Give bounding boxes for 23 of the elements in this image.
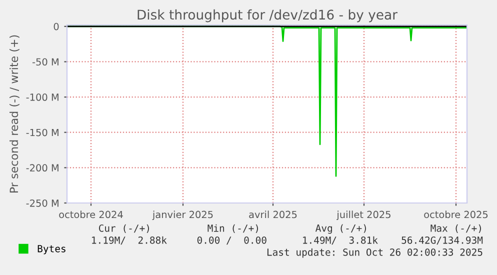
x-tick-label: juillet 2025	[336, 210, 390, 220]
x-tick-label: octobre 2024	[59, 210, 123, 218]
y-tick-label: -50 M	[32, 58, 58, 66]
text: Cur (-/+)	[98, 224, 149, 233]
y-tick-label: -200 M	[26, 164, 58, 172]
chart-title: Disk throughput for /dev/zd16 - by year	[138, 9, 398, 22]
text: 1.19M/ 2.88k	[92, 236, 167, 245]
x-tick-label: octobre 2025	[424, 210, 488, 218]
text: Last update: Sun Oct 26 02:00:33 2025	[267, 248, 482, 258]
y-axis-title: Pr second read (-) / write (+)	[10, 35, 20, 193]
text: 0.00 / 0.00	[197, 236, 266, 245]
y-tick-label: -250 M	[26, 199, 58, 207]
text: Min (-/+)	[208, 224, 258, 233]
x-tick-label: avril 2025	[249, 210, 297, 218]
legend-label: Bytes	[38, 245, 66, 254]
y-tick-label: -100 M	[26, 94, 58, 101]
text: 1.49M/ 3.81k	[303, 236, 378, 245]
text: Max (-/+)	[430, 224, 481, 233]
y-tick-label: 0	[54, 22, 59, 30]
y-tick-label: -150 M	[26, 128, 58, 136]
x-tick-label: janvier 2025	[152, 210, 213, 220]
text: 56.42G/134.93M	[402, 236, 483, 245]
text: Avg (-/+)	[316, 224, 366, 234]
